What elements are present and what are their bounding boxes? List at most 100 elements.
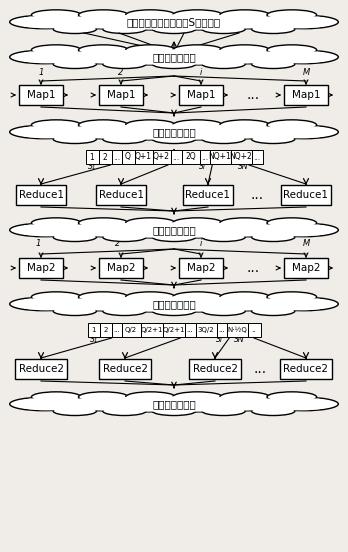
Ellipse shape [270, 397, 338, 411]
Bar [121, 323, 141, 337]
Ellipse shape [38, 49, 310, 65]
Bar [163, 323, 184, 337]
Text: ...: ... [253, 152, 261, 162]
Text: Map1: Map1 [292, 90, 320, 100]
Ellipse shape [38, 222, 310, 238]
Text: M: M [302, 239, 310, 248]
Text: Map2: Map2 [292, 263, 320, 273]
Text: Map2: Map2 [27, 263, 55, 273]
Bar [86, 150, 98, 164]
Ellipse shape [34, 296, 314, 312]
Text: ...: ... [113, 152, 120, 162]
Ellipse shape [173, 45, 222, 55]
Text: 2Q: 2Q [185, 152, 196, 162]
Bar [182, 150, 199, 164]
Text: 分布式文件系统: 分布式文件系统 [152, 399, 196, 409]
Ellipse shape [10, 15, 78, 29]
Ellipse shape [79, 10, 128, 20]
Ellipse shape [10, 397, 78, 411]
Ellipse shape [252, 407, 295, 416]
Ellipse shape [220, 10, 269, 20]
Text: Reduce2: Reduce2 [192, 364, 237, 374]
Text: Q/2+1: Q/2+1 [140, 327, 163, 333]
Ellipse shape [31, 10, 81, 20]
Ellipse shape [270, 126, 332, 139]
Text: Si: Si [216, 335, 223, 344]
Bar [19, 258, 63, 278]
Ellipse shape [38, 396, 310, 412]
Bar [230, 150, 252, 164]
Text: ...: ... [251, 188, 263, 202]
Ellipse shape [152, 407, 196, 416]
Text: ...: ... [173, 152, 180, 162]
Ellipse shape [34, 124, 314, 140]
Bar [199, 150, 209, 164]
Bar [111, 150, 121, 164]
Text: NQ+2: NQ+2 [230, 152, 252, 162]
Ellipse shape [220, 45, 269, 55]
Bar [179, 258, 223, 278]
Ellipse shape [16, 224, 78, 236]
Ellipse shape [31, 392, 81, 402]
Text: Reduce1: Reduce1 [284, 190, 329, 200]
Ellipse shape [16, 15, 78, 28]
Bar [280, 359, 332, 379]
Ellipse shape [173, 218, 222, 228]
Bar [227, 323, 247, 337]
Ellipse shape [103, 232, 146, 242]
Ellipse shape [53, 60, 96, 68]
Ellipse shape [103, 60, 146, 68]
Ellipse shape [34, 14, 314, 30]
Ellipse shape [79, 392, 128, 402]
Ellipse shape [53, 306, 96, 316]
Bar [19, 85, 63, 105]
Bar [121, 150, 134, 164]
Text: ...: ... [218, 327, 225, 333]
Text: S₁: S₁ [89, 335, 97, 344]
Bar [284, 85, 328, 105]
Bar [189, 359, 241, 379]
Bar [99, 258, 143, 278]
Ellipse shape [16, 397, 78, 410]
Bar [284, 258, 328, 278]
Text: 分布式文件系统: 分布式文件系统 [152, 52, 196, 62]
Ellipse shape [79, 120, 128, 130]
Text: Map1: Map1 [107, 90, 135, 100]
Bar [247, 323, 261, 337]
Text: 2: 2 [113, 22, 119, 31]
Text: 1: 1 [91, 327, 96, 333]
Text: Map1: Map1 [187, 90, 215, 100]
Ellipse shape [53, 135, 96, 144]
Ellipse shape [126, 10, 175, 20]
Ellipse shape [270, 397, 332, 410]
Ellipse shape [220, 392, 269, 402]
Bar [15, 359, 67, 379]
Ellipse shape [202, 60, 245, 68]
Text: N·½Q: N·½Q [227, 327, 247, 333]
Text: 已排序待去重数据集合S，并编号: 已排序待去重数据集合S，并编号 [127, 17, 221, 27]
Ellipse shape [202, 24, 245, 34]
Ellipse shape [53, 232, 96, 242]
Ellipse shape [38, 124, 310, 140]
Text: Q/2: Q/2 [125, 327, 137, 333]
Text: ...: ... [253, 362, 267, 376]
Ellipse shape [270, 298, 338, 311]
Text: ...: ... [187, 327, 193, 333]
Ellipse shape [126, 292, 175, 302]
Ellipse shape [220, 292, 269, 302]
Ellipse shape [270, 15, 332, 28]
Ellipse shape [152, 135, 196, 144]
Text: i: i [200, 68, 202, 77]
Text: Map2: Map2 [107, 263, 135, 273]
Ellipse shape [202, 306, 245, 316]
Ellipse shape [31, 45, 81, 55]
Ellipse shape [252, 24, 295, 34]
Text: ...: ... [246, 88, 260, 102]
Ellipse shape [16, 126, 78, 139]
Ellipse shape [79, 45, 128, 55]
Ellipse shape [173, 10, 222, 20]
Ellipse shape [103, 24, 146, 34]
Ellipse shape [103, 407, 146, 416]
Text: 2: 2 [115, 239, 121, 248]
Text: 1: 1 [38, 68, 44, 77]
